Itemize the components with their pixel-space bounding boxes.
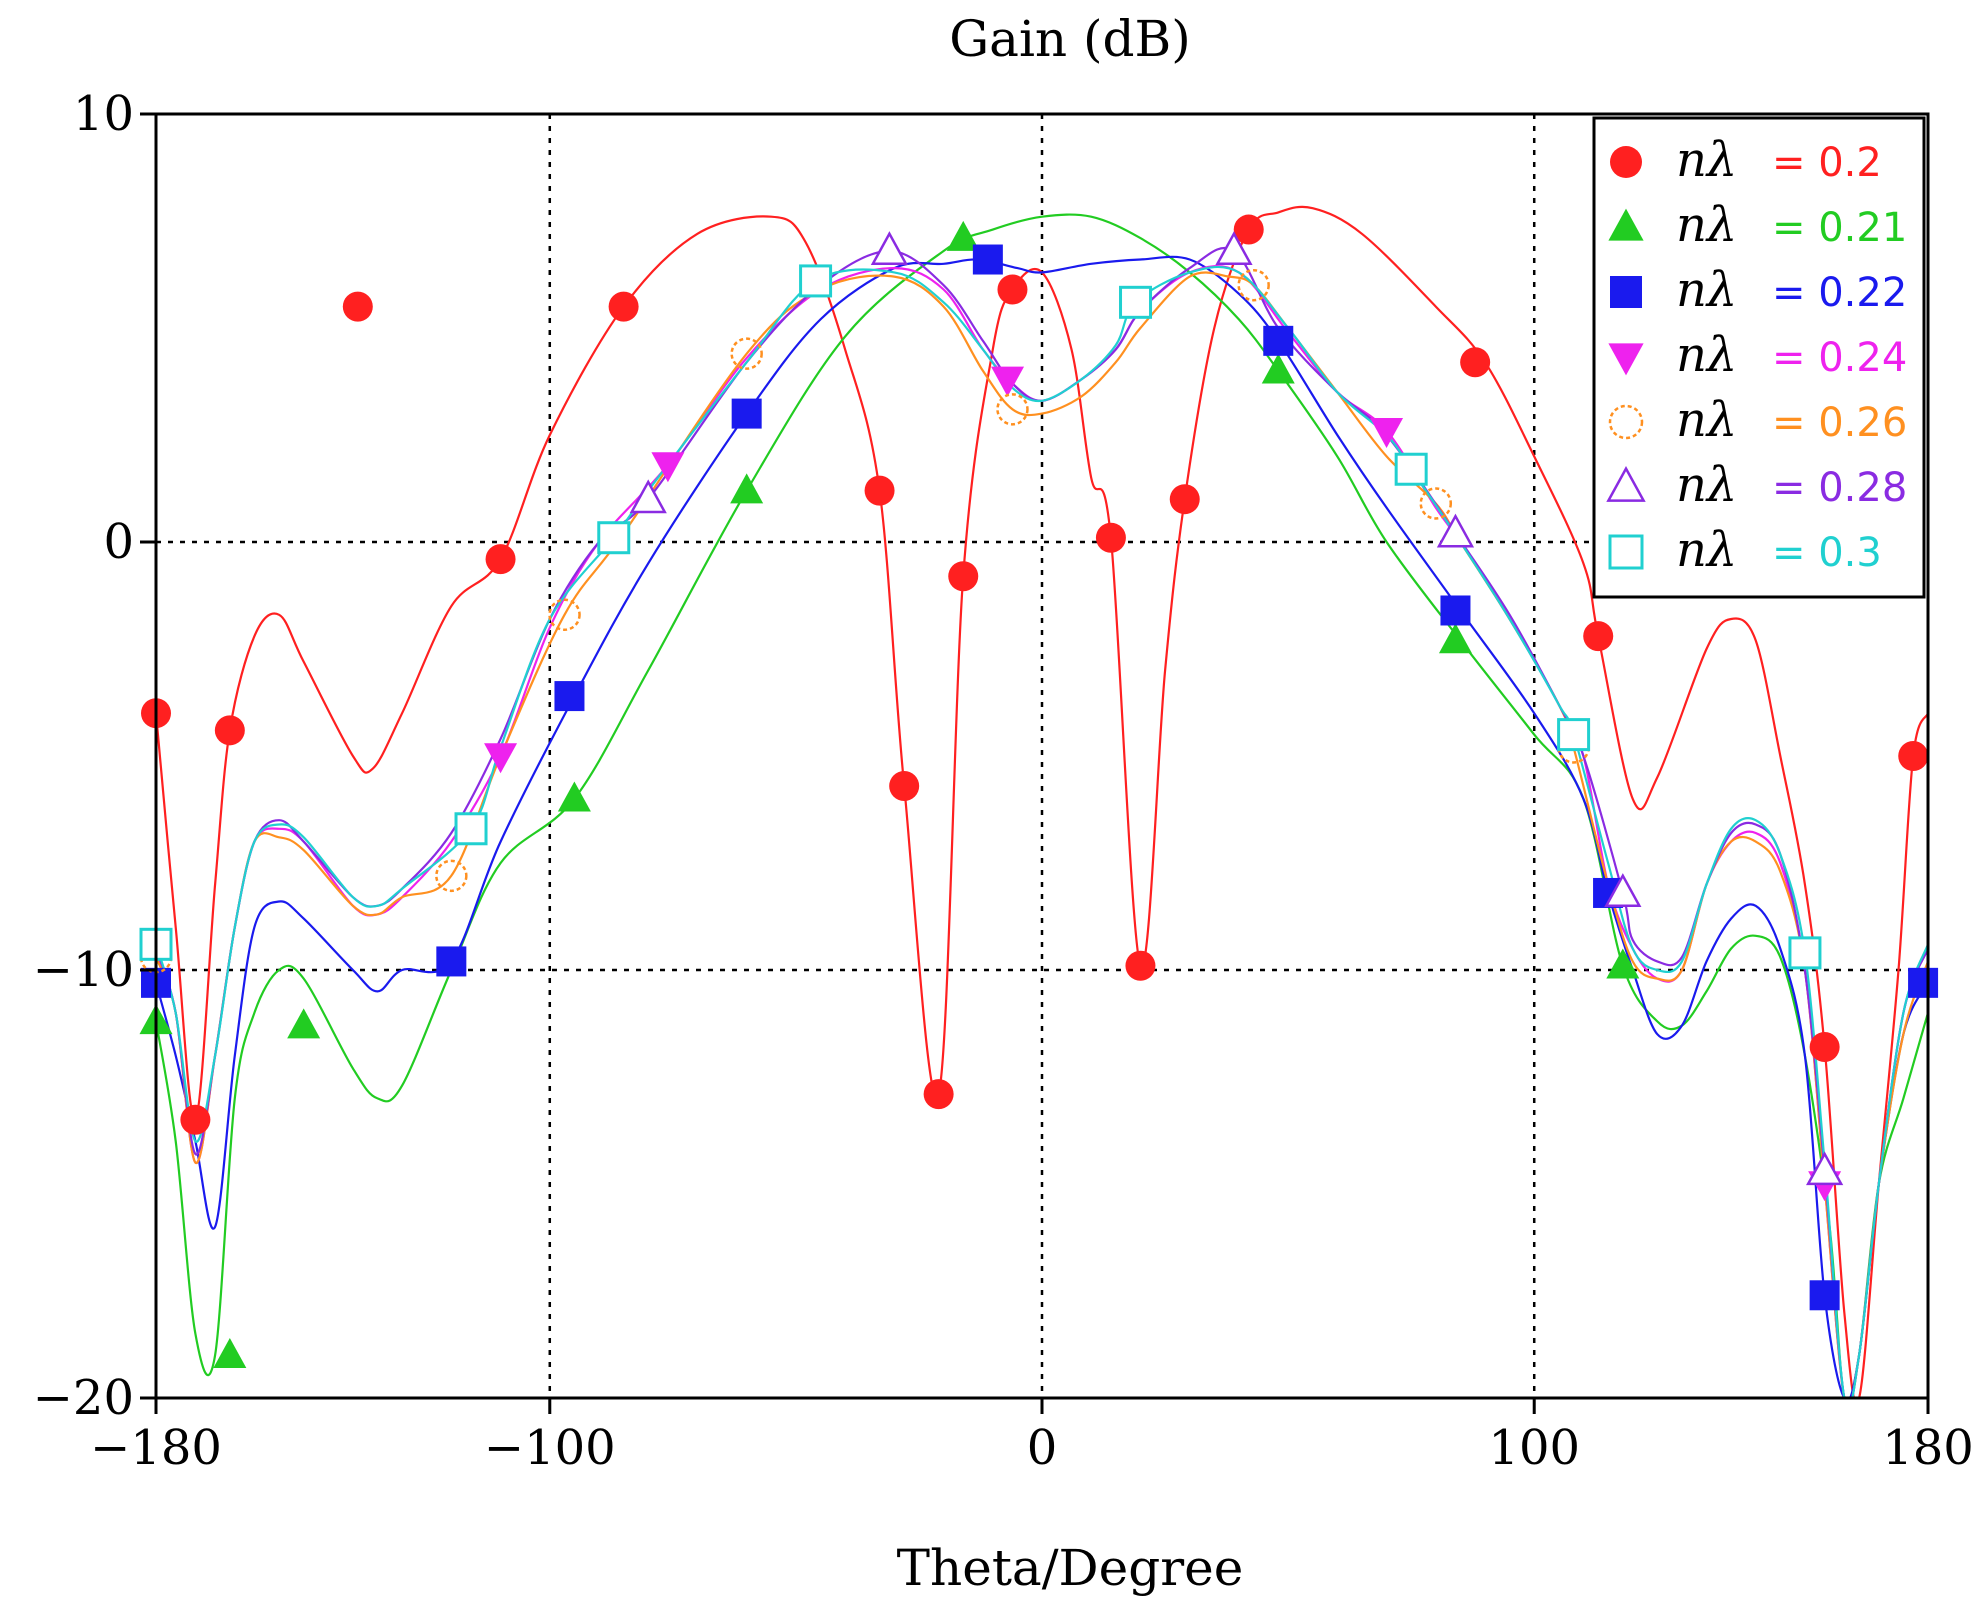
series-2-marker — [1263, 325, 1294, 356]
series-markers — [139, 214, 1939, 1368]
series-3-marker — [484, 743, 518, 774]
series-line-1 — [156, 213, 1928, 1398]
series-4-marker — [1237, 268, 1270, 302]
x-axis-label: Theta/Degree — [897, 1539, 1244, 1597]
series-line-0 — [156, 205, 1928, 1398]
series-4-marker — [548, 598, 581, 632]
series-2-marker — [554, 681, 585, 712]
series-0-marker — [923, 1079, 954, 1110]
legend-value: = 0.2 — [1772, 140, 1882, 186]
legend-symbol: nλ — [1676, 327, 1737, 383]
series-0-marker — [214, 715, 245, 746]
series-5-marker — [870, 231, 909, 265]
series-1-marker — [287, 1008, 321, 1039]
series-0-marker — [1169, 484, 1200, 515]
series-0-marker — [608, 291, 639, 322]
legend: nλ = 0.2 nλ = 0.21 nλ = 0.22 nλ = 0.24 nλ = 0.26 n… — [1592, 116, 1926, 599]
legend-value: = 0.28 — [1772, 465, 1907, 511]
legend-marker-1 — [1608, 208, 1644, 241]
series-2-marker — [1908, 967, 1939, 998]
series-2-marker — [1809, 1280, 1840, 1311]
series-0-marker — [342, 291, 373, 322]
x-tick-label: −180 — [90, 1420, 222, 1476]
legend-marker-4 — [1608, 404, 1644, 440]
legend-symbol: nλ — [1676, 457, 1737, 513]
y-tick-label: −10 — [33, 942, 134, 998]
series-0-marker — [948, 561, 979, 592]
legend-marker-3 — [1608, 343, 1644, 376]
series-line-6 — [156, 265, 1928, 1398]
series-1-marker — [557, 781, 591, 812]
series-4-marker — [730, 337, 763, 370]
series-6-marker — [597, 521, 631, 555]
series-1-marker — [730, 473, 764, 504]
legend-value: = 0.24 — [1772, 335, 1907, 381]
series-line-2 — [156, 255, 1928, 1398]
x-tick-label: 0 — [1027, 1420, 1058, 1476]
legend-marker-5 — [1606, 466, 1646, 502]
series-6-marker — [1119, 285, 1153, 319]
series-0-marker — [1898, 741, 1929, 771]
series-1-marker — [213, 1337, 247, 1368]
series-4-marker — [1419, 487, 1453, 520]
series-0-marker — [1233, 214, 1264, 245]
series-0-marker — [889, 770, 920, 801]
series-1-marker — [946, 220, 980, 251]
series-6-marker — [1557, 718, 1591, 752]
series-3-marker — [991, 366, 1025, 397]
series-2-marker — [972, 244, 1003, 275]
chart-title: Gain (dB) — [949, 10, 1191, 68]
series-4-marker — [435, 859, 468, 893]
series-4-marker — [996, 393, 1029, 426]
series-2-marker — [1440, 595, 1471, 626]
series-3-marker — [1370, 417, 1404, 448]
series-5-marker — [1806, 1151, 1844, 1186]
series-0-marker — [180, 1104, 211, 1135]
legend-symbol: nλ — [1676, 197, 1737, 253]
series-0-marker — [1460, 347, 1491, 378]
series-6-marker — [799, 264, 833, 298]
y-tick-label: 10 — [73, 86, 134, 142]
legend-marker-0 — [1610, 146, 1642, 178]
series-2-marker — [731, 398, 762, 429]
legend-symbol: nλ — [1676, 522, 1737, 578]
series-0-marker — [1583, 621, 1614, 652]
series-1-marker — [1606, 948, 1640, 979]
legend-box — [1592, 116, 1926, 599]
x-tick-label: 180 — [1882, 1420, 1974, 1476]
series-0-marker — [485, 544, 516, 575]
legend-symbol: nλ — [1676, 262, 1737, 318]
series-0-marker — [864, 475, 895, 506]
series-5-marker — [1604, 873, 1642, 907]
series-line-4 — [156, 271, 1928, 1398]
series-2-marker — [436, 946, 467, 977]
series-6-marker — [1788, 936, 1822, 970]
series-1-marker — [1438, 623, 1472, 654]
series-5-marker — [1436, 513, 1475, 548]
x-tick-label: −100 — [484, 1420, 616, 1476]
legend-marker-2 — [1610, 276, 1642, 308]
series-1-marker — [1261, 353, 1295, 384]
legend-value: = 0.26 — [1772, 400, 1907, 446]
legend-symbol: nλ — [1676, 132, 1737, 188]
legend-symbol: nλ — [1676, 392, 1737, 448]
series-0-marker — [1095, 522, 1126, 553]
y-tick-label: 0 — [103, 514, 134, 570]
series-0-marker — [1125, 950, 1156, 981]
legend-value: = 0.22 — [1772, 270, 1907, 316]
x-tick-label: 100 — [1488, 1420, 1580, 1476]
series-3-marker — [651, 452, 685, 483]
series-0-marker — [1809, 1032, 1840, 1063]
series-5-marker — [629, 479, 667, 514]
legend-value: = 0.21 — [1772, 205, 1907, 251]
series-6-marker — [1394, 452, 1428, 486]
legend-value: = 0.3 — [1772, 530, 1882, 576]
series-0-marker — [997, 274, 1028, 305]
series-5-marker — [1215, 231, 1253, 265]
legend-marker-6 — [1608, 534, 1644, 570]
y-tick-label: −20 — [33, 1370, 134, 1426]
series-6-marker — [454, 812, 488, 846]
